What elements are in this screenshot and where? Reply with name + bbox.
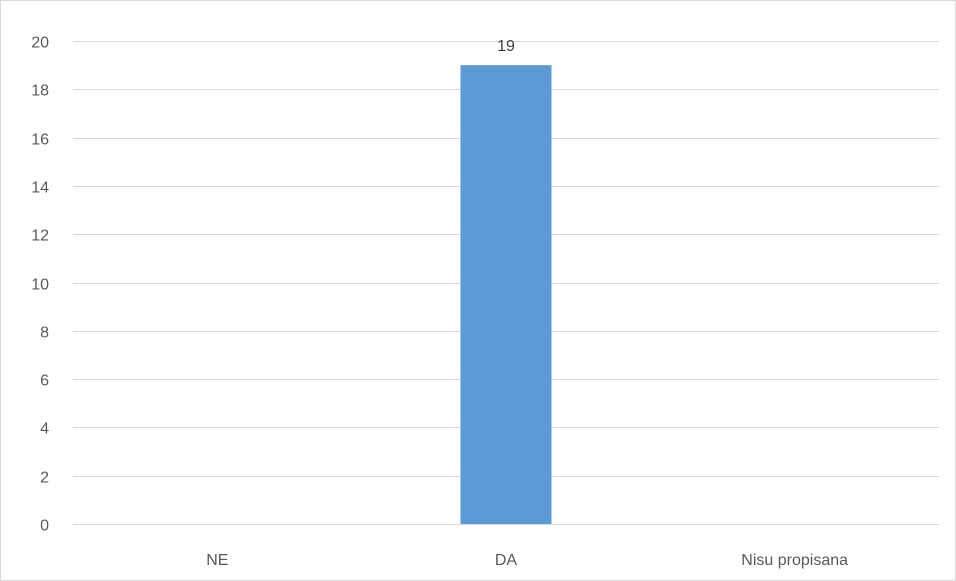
x-category-label: NE	[206, 552, 228, 569]
x-axis-category-labels: NE DA Nisu propisana	[206, 552, 848, 569]
x-category-label: DA	[495, 552, 518, 569]
y-tick-label: 4	[40, 421, 49, 438]
y-tick-label: 18	[31, 83, 49, 100]
y-tick-label: 20	[31, 35, 49, 52]
y-tick-label: 14	[31, 180, 49, 197]
y-axis-tick-labels: 0 2 4 6 8 10 12 14 16 18 20	[31, 35, 49, 535]
bars	[460, 65, 552, 525]
y-tick-label: 16	[31, 132, 49, 149]
y-tick-label: 8	[40, 325, 49, 342]
y-tick-label: 6	[40, 373, 49, 390]
x-category-label: Nisu propisana	[741, 552, 848, 569]
data-labels: 19	[497, 38, 515, 55]
data-label: 19	[497, 38, 515, 55]
y-tick-label: 12	[31, 228, 49, 245]
y-tick-label: 0	[40, 518, 49, 535]
bar-da	[460, 65, 552, 525]
y-tick-label: 10	[31, 277, 49, 294]
y-tick-label: 2	[40, 470, 49, 487]
